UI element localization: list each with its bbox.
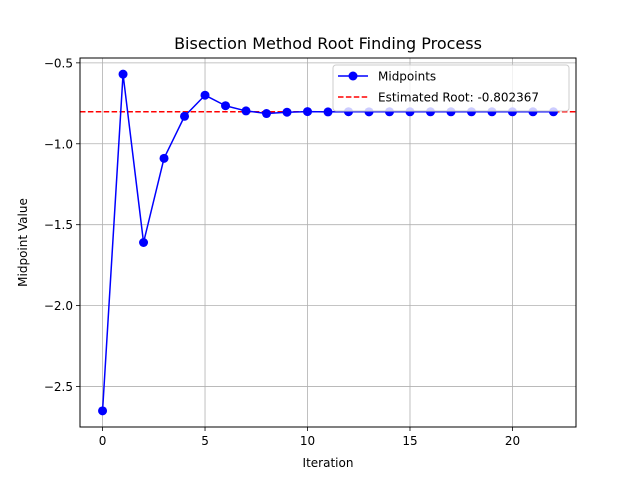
- legend-label-estimated-root: Estimated Root: -0.802367: [378, 91, 539, 105]
- data-point-midpoint: [159, 153, 169, 163]
- legend-box: [332, 64, 570, 112]
- data-point-midpoint: [303, 107, 313, 117]
- x-tick-label: 0: [99, 434, 107, 448]
- legend-marker-midpoints: [348, 71, 358, 81]
- y-axis-label: Midpoint Value: [16, 198, 30, 287]
- y-tick-label: −0.5: [44, 56, 73, 70]
- x-tick-label: 15: [402, 434, 417, 448]
- data-point-midpoint: [180, 111, 190, 121]
- chart-title: Bisection Method Root Finding Process: [174, 34, 482, 53]
- legend: Midpoints Estimated Root: -0.802367: [332, 64, 570, 112]
- y-tick-label: −1.5: [44, 218, 73, 232]
- data-point-midpoint: [221, 101, 231, 111]
- legend-label-midpoints: Midpoints: [378, 70, 436, 84]
- x-tick-label: 5: [201, 434, 209, 448]
- x-axis-label: Iteration: [303, 456, 354, 470]
- data-point-midpoint: [282, 107, 292, 117]
- grid: [80, 58, 576, 427]
- data-point-midpoint: [200, 90, 210, 100]
- data-point-midpoint: [118, 69, 128, 79]
- data-point-midpoint: [241, 106, 251, 116]
- data-point-midpoint: [98, 406, 108, 416]
- x-tick-label: 10: [300, 434, 315, 448]
- data-point-midpoint: [262, 109, 272, 119]
- data-point-midpoint: [323, 107, 333, 117]
- data-point-midpoint: [139, 238, 149, 247]
- axis-ticks: 0 5 10 15 20 −2.5 −2.0 −1.5 −1.0 −0.5: [44, 56, 520, 448]
- y-tick-label: −1.0: [44, 137, 73, 151]
- x-tick-label: 20: [505, 434, 520, 448]
- y-tick-label: −2.0: [44, 299, 73, 313]
- y-tick-label: −2.5: [44, 380, 73, 394]
- plot-area-frame: [79, 57, 577, 428]
